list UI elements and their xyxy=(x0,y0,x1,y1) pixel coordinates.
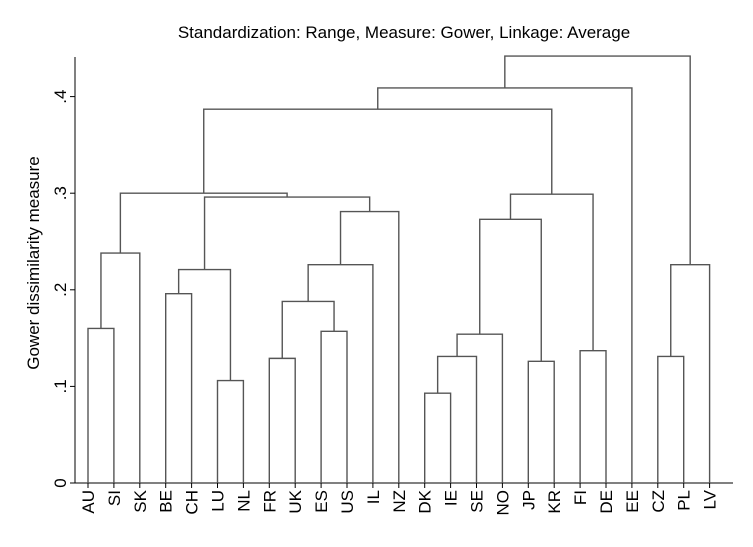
leaf-label-lu: LU xyxy=(209,490,228,512)
y-axis-label: Gower dissimilarity measure xyxy=(24,156,43,370)
leaf-label-sk: SK xyxy=(131,489,150,512)
leaf-label-no: NO xyxy=(493,490,512,516)
leaf-label-pl: PL xyxy=(675,490,694,511)
leaf-label-es: ES xyxy=(312,490,331,513)
leaf-label-de: DE xyxy=(597,490,616,514)
leaf-label-ie: IE xyxy=(442,490,461,506)
leaf-label-be: BE xyxy=(157,490,176,513)
y-tick-label: 0 xyxy=(51,478,70,487)
leaf-label-us: US xyxy=(338,490,357,514)
leaf-label-se: SE xyxy=(468,490,487,513)
leaf-label-il: IL xyxy=(364,490,383,504)
leaf-label-si: SI xyxy=(105,490,124,506)
y-tick-label: .4 xyxy=(51,90,70,104)
leaf-label-lv: LV xyxy=(701,489,720,509)
leaf-label-ee: EE xyxy=(623,490,642,513)
leaf-label-fr: FR xyxy=(260,490,279,513)
leaf-label-jp: JP xyxy=(519,490,538,510)
leaf-label-uk: UK xyxy=(286,489,305,513)
leaf-labels: AU SI SK BE CH LU NL FR UK ES US IL NZ DK IE SE NO JP KR FI… xyxy=(79,483,720,516)
y-tick-label: .1 xyxy=(51,379,70,393)
link-path xyxy=(504,55,691,265)
y-tick-label: .2 xyxy=(51,283,70,297)
y-tick-label: .3 xyxy=(51,186,70,200)
leaf-label-cz: CZ xyxy=(649,490,668,513)
leaf-label-kr: KR xyxy=(545,490,564,514)
dendrogram-link xyxy=(504,55,691,265)
leaf-label-nl: NL xyxy=(234,490,253,512)
leaf-label-nz: NZ xyxy=(390,490,409,513)
leaf-label-au: AU xyxy=(79,490,98,514)
dendrogram-links xyxy=(87,55,711,483)
y-axis-ticks: 0 .1 .2 .3 .4 xyxy=(51,90,75,488)
leaf-label-ch: CH xyxy=(183,490,202,515)
leaf-label-fi: FI xyxy=(571,490,590,505)
chart-title: Standardization: Range, Measure: Gower, … xyxy=(178,23,630,42)
leaf-label-dk: DK xyxy=(416,489,435,513)
